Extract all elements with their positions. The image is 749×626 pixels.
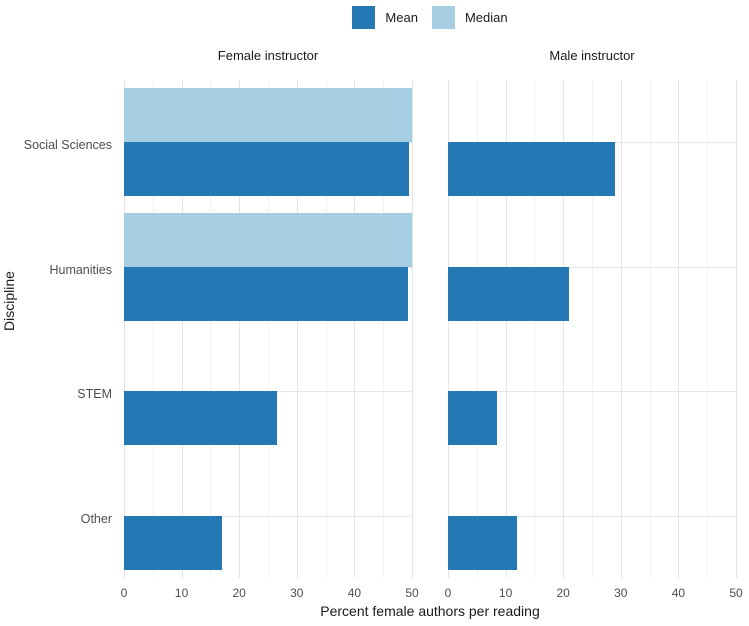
x-tick-label: 0 (120, 586, 128, 600)
grid-line-minor (152, 80, 154, 578)
x-tick-label: 30 (614, 586, 628, 600)
legend: Mean Median (122, 3, 738, 31)
panel-female-instructor: 0 10 20 30 40 50 (121, 80, 419, 600)
grid-line-major (678, 80, 680, 578)
grid-line-minor (325, 80, 327, 578)
grid-line-minor (649, 80, 651, 578)
x-tick-label: 50 (729, 586, 743, 600)
grid-line-minor (707, 80, 709, 578)
x-tick-label: 10 (498, 586, 513, 600)
bar-mean (448, 515, 518, 570)
bar-mean (124, 142, 410, 197)
grid-line-major (181, 80, 183, 578)
legend-label-median: Median (464, 9, 508, 25)
grid-line-category (448, 391, 736, 393)
grid-line-major (563, 80, 565, 578)
grid-line-major (239, 80, 241, 578)
x-tick-label: 40 (347, 586, 362, 600)
grid-line-minor (592, 80, 593, 578)
x-tick-label: 40 (671, 586, 686, 600)
y-axis-label-other: Other (80, 512, 112, 526)
facet-title-male-instructor: Male instructor (549, 48, 635, 63)
grid-line-category (124, 515, 412, 517)
grid-line-minor (534, 80, 536, 578)
x-tick-label: 0 (444, 586, 452, 600)
bar-median (124, 212, 412, 267)
y-axis-label-humanities: Humanities (49, 263, 112, 277)
bar-mean (448, 142, 616, 197)
bar-mean (124, 391, 277, 446)
x-tick-label: 20 (556, 586, 570, 600)
bar-mean (448, 391, 497, 446)
x-tick-label: 50 (405, 586, 419, 600)
legend-swatch-mean-icon (352, 5, 376, 29)
grid-line-major (448, 80, 449, 578)
grid-line-category (448, 266, 736, 268)
grid-line-minor (383, 80, 385, 578)
facet-title-female-instructor: Female instructor (217, 48, 319, 63)
grid-line-major (124, 80, 125, 578)
legend-item-median: Median (431, 5, 508, 29)
grid-line-major (354, 80, 356, 578)
x-tick-label: 10 (174, 586, 189, 600)
grid-line-major (736, 80, 737, 578)
x-tick-label: 20 (232, 586, 246, 600)
grid-line-major (296, 80, 298, 578)
x-axis-title: Percent female authors per reading (320, 603, 540, 619)
y-axis-label-stem: STEM (77, 387, 112, 401)
legend-swatch-median-icon (431, 5, 455, 29)
panel-male-instructor: 0 10 20 30 40 50 (445, 80, 743, 600)
legend-item-mean: Mean (352, 5, 418, 29)
grid-line-category (448, 515, 736, 517)
grid-line-minor (268, 80, 269, 578)
y-axis-label-social-sciences: Social Sciences (23, 138, 112, 152)
grid-line-minor (210, 80, 212, 578)
x-tick-label: 30 (290, 586, 304, 600)
grid-line-major (505, 80, 507, 578)
bar-median (124, 88, 412, 143)
bar-mean (448, 266, 569, 321)
legend-label-mean: Mean (385, 9, 418, 25)
grid-line-major (620, 80, 622, 578)
grid-line-major (412, 80, 413, 578)
bar-mean (124, 266, 408, 321)
grid-line-minor (476, 80, 478, 578)
bar-mean (124, 515, 222, 570)
